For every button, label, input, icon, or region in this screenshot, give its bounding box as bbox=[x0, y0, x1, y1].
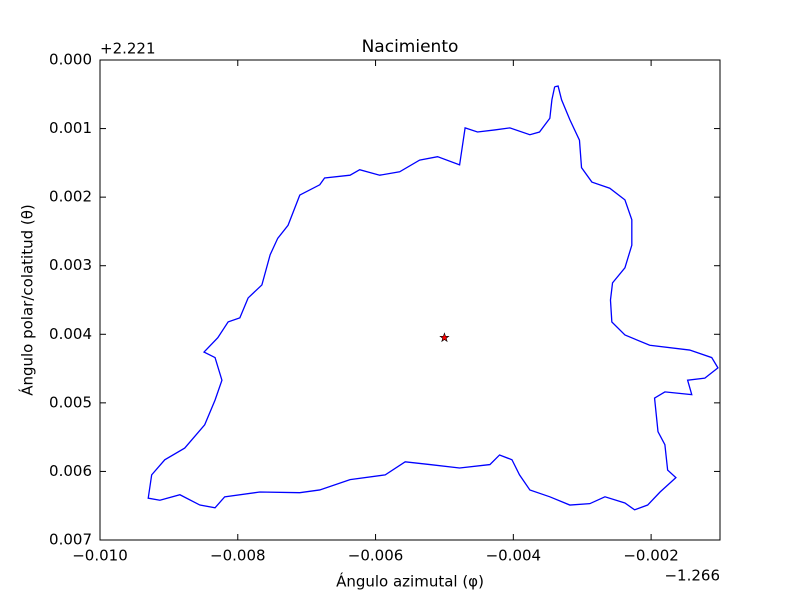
y-tick-label: 0.002 bbox=[49, 188, 92, 206]
x-axis-label: Ángulo azimutal (φ) bbox=[336, 572, 484, 591]
x-offset-label: −1.266 bbox=[664, 567, 720, 585]
y-tick-label: 0.003 bbox=[49, 256, 92, 274]
y-tick-label: 0.000 bbox=[49, 51, 92, 69]
y-tick-label: 0.004 bbox=[49, 325, 92, 343]
data-line bbox=[147, 85, 719, 511]
y-tick-label: 0.005 bbox=[49, 393, 92, 411]
y-tick-label: 0.007 bbox=[49, 531, 92, 549]
x-tick-label: −0.002 bbox=[623, 547, 679, 565]
x-tick-label: −0.008 bbox=[210, 547, 266, 565]
y-tick-label: 0.006 bbox=[49, 462, 92, 480]
star-marker bbox=[439, 332, 450, 343]
plot-frame bbox=[99, 59, 721, 541]
x-tick-label: −0.010 bbox=[72, 547, 128, 565]
x-tick-label: −0.004 bbox=[486, 547, 542, 565]
y-tick-label: 0.001 bbox=[49, 119, 92, 137]
y-offset-label: +2.221 bbox=[100, 40, 156, 58]
chart-title: Nacimiento bbox=[362, 37, 459, 57]
x-tick-label: −0.006 bbox=[348, 547, 404, 565]
y-axis-label: Ángulo polar/colatitud (θ) bbox=[18, 204, 37, 396]
